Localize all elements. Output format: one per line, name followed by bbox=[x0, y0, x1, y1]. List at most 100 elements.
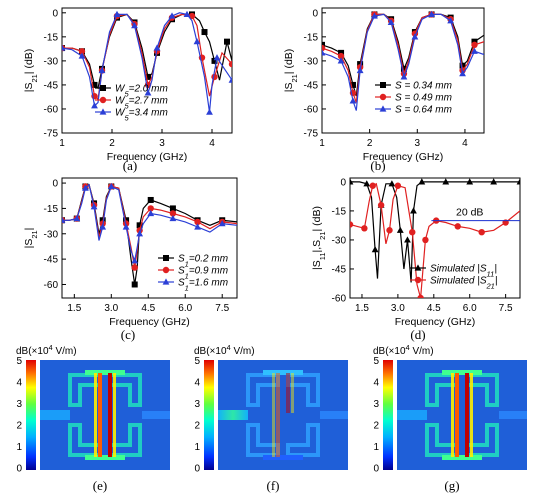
resonator-structure bbox=[246, 370, 320, 460]
data-point bbox=[417, 294, 424, 298]
data-point bbox=[82, 184, 89, 191]
legend-entry: S = 0.34 mm bbox=[395, 81, 452, 92]
data-point bbox=[396, 226, 404, 233]
series-line bbox=[322, 13, 484, 103]
legend-entry: W5=2.7 mm bbox=[115, 96, 168, 111]
plot-frame bbox=[349, 177, 521, 299]
data-point bbox=[471, 41, 478, 49]
data-point bbox=[136, 230, 144, 237]
data-point bbox=[90, 203, 98, 210]
data-point bbox=[213, 54, 221, 61]
colorbar-tick-label: 1 bbox=[194, 442, 200, 453]
y-tick-label: -60 bbox=[44, 104, 59, 115]
x-tick-label: 4 bbox=[462, 138, 468, 149]
legend: Simulated |S11|Simulated |S21| bbox=[410, 264, 497, 290]
data-point bbox=[131, 281, 138, 288]
colorbar-tick-label: 1 bbox=[373, 442, 379, 453]
y-tick-label: -45 bbox=[44, 255, 59, 266]
data-point bbox=[386, 227, 393, 234]
x-tick-label: 3.0 bbox=[391, 303, 405, 314]
data-point bbox=[356, 66, 364, 74]
legend-entry: W5=2.0 mm bbox=[115, 84, 168, 99]
data-point bbox=[350, 221, 354, 228]
data-point bbox=[459, 70, 466, 77]
data-point bbox=[91, 81, 98, 88]
legend-marker bbox=[99, 96, 107, 104]
data-point bbox=[193, 38, 201, 45]
field-map-f: dB(×104 V/m)5 4 3 2 1 0 (f) bbox=[194, 343, 348, 493]
data-point bbox=[211, 57, 218, 64]
data-point bbox=[113, 10, 121, 18]
data-point bbox=[349, 81, 356, 88]
data-point bbox=[228, 60, 232, 68]
x-axis-label: Frequency (GHz) bbox=[363, 151, 444, 163]
y-axis-label: |S11|,S21| (dB) bbox=[311, 206, 327, 270]
legend-entry: S = 0.64 mm bbox=[395, 105, 452, 116]
colorbar-tick-label: 4 bbox=[373, 378, 379, 389]
legend-entry: S1=0.9 mm bbox=[178, 266, 228, 281]
legend-marker bbox=[99, 108, 107, 115]
panel-caption: (f) bbox=[267, 478, 280, 493]
data-point bbox=[136, 222, 143, 229]
chart-b: 1 2 3 4 0 -15 -30 -45 -60 -75 Frequency (GHz) |S21|… bbox=[283, 7, 485, 173]
colorbar bbox=[204, 360, 214, 470]
data-point bbox=[131, 257, 139, 264]
input-feed bbox=[218, 410, 248, 420]
colorbar-tick-label: 1 bbox=[16, 442, 22, 453]
data-point bbox=[144, 89, 152, 96]
x-tick-label: 7.5 bbox=[499, 303, 513, 314]
data-point bbox=[350, 178, 354, 185]
legend-marker bbox=[162, 278, 170, 285]
colorbar-tick-label: 5 bbox=[16, 356, 22, 367]
colorbar-tick-label: 2 bbox=[16, 421, 22, 432]
data-point bbox=[99, 223, 107, 230]
legend-marker bbox=[100, 85, 106, 91]
colorbar-tick-label: 5 bbox=[373, 356, 379, 367]
x-axis-label: Frequency (GHz) bbox=[109, 316, 190, 328]
colorbar-tick-label: 0 bbox=[373, 464, 379, 475]
y-tick-label: -45 bbox=[332, 264, 347, 275]
y-tick-label: -15 bbox=[44, 204, 59, 215]
y-tick-label: -30 bbox=[332, 235, 347, 246]
data-point bbox=[147, 205, 154, 212]
data-point bbox=[62, 44, 66, 51]
panel-caption: (c) bbox=[121, 327, 135, 342]
resonator-structure bbox=[68, 370, 142, 460]
data-point bbox=[183, 10, 191, 18]
charts-layer: 1 2 3 4 0 -15 -30 -45 -60 -75 Frequency (GHz) |S21|… bbox=[23, 7, 521, 342]
colorbar-tick-label: 2 bbox=[373, 421, 379, 432]
colorbar-unit-label: dB(×104 V/m) bbox=[194, 343, 255, 358]
legend-marker bbox=[414, 276, 422, 284]
legend-marker bbox=[379, 105, 387, 112]
data-point bbox=[145, 73, 151, 80]
colorbar-tick-label: 3 bbox=[373, 399, 379, 410]
data-point bbox=[478, 228, 485, 236]
data-point bbox=[218, 220, 226, 227]
output-feed bbox=[320, 411, 348, 419]
legend-entry: S1=1.6 mm bbox=[178, 278, 228, 293]
x-axis-label: Frequency (GHz) bbox=[395, 316, 476, 328]
colorbar-tick-label: 3 bbox=[16, 399, 22, 410]
colorbar bbox=[383, 360, 393, 470]
series-2 bbox=[62, 182, 237, 264]
y-tick-label: -15 bbox=[332, 206, 347, 217]
x-tick-label: 1.5 bbox=[355, 303, 369, 314]
series-2 bbox=[322, 10, 484, 111]
data-point bbox=[454, 223, 461, 230]
data-point bbox=[91, 102, 98, 109]
y-tick-label: -30 bbox=[304, 56, 319, 67]
y-axis-label: |S21| bbox=[23, 228, 39, 249]
data-point bbox=[194, 223, 201, 230]
legend: S = 0.34 mmS = 0.49 mmS = 0.64 mm bbox=[375, 81, 452, 116]
data-point bbox=[516, 178, 520, 185]
data-point bbox=[211, 73, 218, 81]
colorbar-tick-label: 3 bbox=[194, 399, 200, 410]
data-point bbox=[188, 12, 196, 20]
data-point bbox=[201, 29, 208, 36]
y-tick-label: -30 bbox=[44, 56, 59, 67]
data-point bbox=[422, 236, 429, 244]
plot-frame bbox=[61, 7, 233, 134]
x-tick-label: 4.5 bbox=[141, 303, 155, 314]
data-point bbox=[322, 49, 326, 56]
